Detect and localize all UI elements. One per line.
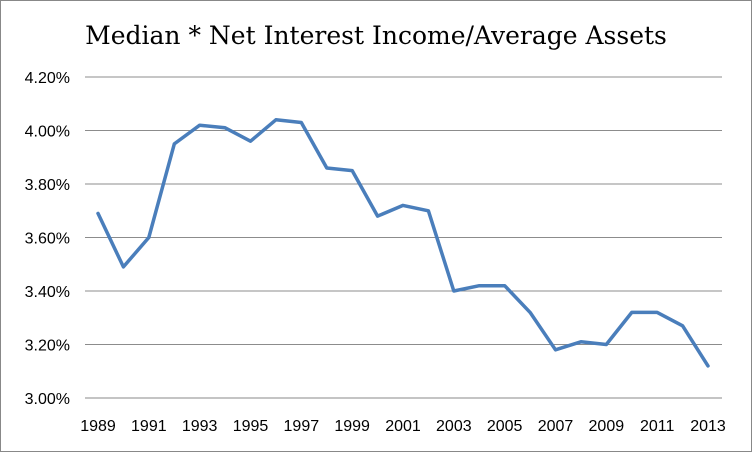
x-axis-ticks: 1989 1991 1993 1995 1997 1999 2001 2003 2005 2007… — [80, 418, 726, 435]
x-tick-label: 1991 — [131, 418, 167, 435]
y-tick-label: 4.20% — [25, 70, 70, 87]
x-tick-label: 1995 — [233, 418, 269, 435]
y-tick-label: 4.00% — [25, 124, 70, 141]
x-tick-label: 2009 — [589, 418, 625, 435]
x-tick-label: 1999 — [334, 418, 370, 435]
x-tick-label: 2003 — [436, 418, 472, 435]
y-tick-label: 3.40% — [25, 284, 70, 301]
gridlines — [85, 76, 722, 345]
x-tick-label: 2007 — [538, 418, 574, 435]
x-tick-label: 2013 — [690, 418, 726, 435]
series-polyline — [96, 118, 710, 368]
y-tick-label: 3.80% — [25, 177, 70, 194]
x-tick-label: 1993 — [182, 418, 218, 435]
x-tick-label: 2001 — [385, 418, 421, 435]
x-tick-label: 2011 — [640, 418, 675, 435]
x-tick-label: 1989 — [80, 418, 116, 435]
x-tick-label: 1997 — [284, 418, 320, 435]
y-tick-label: 3.20% — [25, 338, 70, 355]
y-tick-label: 3.00% — [25, 391, 70, 408]
series-line — [96, 118, 710, 368]
chart-title: Median * Net Interest Income/Average Ass… — [85, 21, 667, 50]
x-tick-label: 2005 — [487, 418, 523, 435]
y-axis-ticks: 3.00% 3.20% 3.40% 3.60% 3.80% 4.00% 4.20% — [25, 70, 70, 408]
y-tick-label: 3.60% — [25, 231, 70, 248]
